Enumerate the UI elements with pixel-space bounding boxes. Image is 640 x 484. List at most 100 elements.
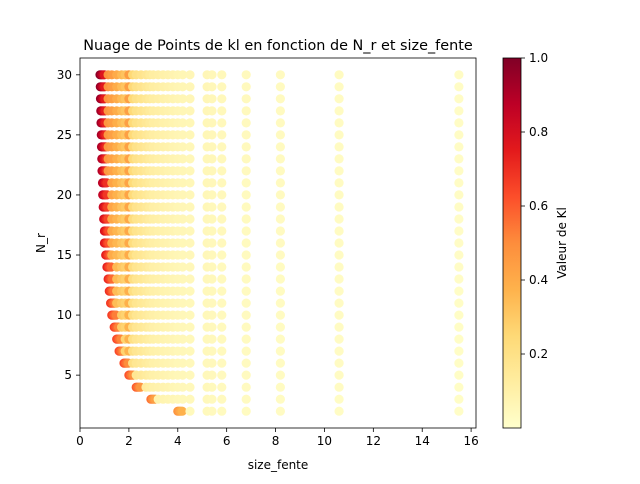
x-tick-label: 16	[463, 434, 478, 448]
colorbar	[502, 57, 522, 429]
point-nr26-21	[178, 118, 188, 128]
point-nr5-19	[241, 370, 251, 380]
point-nr25-24	[207, 130, 217, 140]
point-nr19-24	[217, 202, 227, 212]
point-nr3-9	[178, 394, 188, 404]
point-nr23-22	[185, 154, 195, 164]
point-nr15-28	[454, 250, 464, 260]
colorbar-tick-label: 0.2	[529, 347, 548, 361]
point-nr20-24	[217, 190, 227, 200]
point-nr10-19	[185, 310, 195, 320]
point-nr19-25	[241, 202, 251, 212]
point-nr24-28	[334, 142, 344, 152]
point-nr5-20	[275, 370, 285, 380]
point-nr4-12	[178, 382, 188, 392]
point-nr11-20	[185, 298, 195, 308]
point-nr23-28	[334, 154, 344, 164]
point-nr27-29	[454, 106, 464, 116]
point-nr4-17	[241, 382, 251, 392]
point-nr5-22	[454, 370, 464, 380]
point-nr15-23	[207, 250, 217, 260]
point-nr15-25	[241, 250, 251, 260]
point-nr12-26	[334, 286, 344, 296]
point-nr7-18	[185, 346, 195, 356]
point-nr7-22	[241, 346, 251, 356]
point-nr6-19	[217, 358, 227, 368]
point-nr5-15	[185, 370, 195, 380]
point-nr12-22	[207, 286, 217, 296]
point-nr22-21	[178, 166, 188, 176]
point-nr7-21	[217, 346, 227, 356]
x-tick-label: 2	[125, 434, 133, 448]
point-nr12-23	[217, 286, 227, 296]
point-nr21-23	[207, 178, 217, 188]
point-nr21-24	[217, 178, 227, 188]
point-nr9-26	[454, 322, 464, 332]
point-nr29-27	[275, 82, 285, 92]
point-nr28-25	[217, 94, 227, 104]
point-nr24-22	[185, 142, 195, 152]
point-nr20-23	[207, 190, 217, 200]
point-nr26-25	[217, 118, 227, 128]
point-nr28-24	[207, 94, 217, 104]
point-nr18-26	[275, 214, 285, 224]
point-nr12-20	[185, 286, 195, 296]
point-nr22-27	[275, 166, 285, 176]
point-nr14-22	[207, 262, 217, 272]
point-nr25-21	[178, 130, 188, 140]
colorbar-label: Valeur de Kl	[555, 207, 569, 279]
y-tick-label: 30	[57, 68, 72, 82]
x-tick-label: 10	[317, 434, 332, 448]
point-nr11-26	[334, 298, 344, 308]
point-nr15-27	[334, 250, 344, 260]
point-nr30-29	[454, 70, 464, 80]
x-axis-ticks: 0 2 4 6 8 10 12 14 16	[76, 428, 479, 448]
point-nr8-24	[334, 334, 344, 344]
point-nr11-27	[454, 298, 464, 308]
point-nr4-13	[185, 382, 195, 392]
point-nr20-25	[241, 190, 251, 200]
plot-frame	[79, 57, 477, 429]
point-nr27-26	[241, 106, 251, 116]
point-nr8-17	[178, 334, 188, 344]
point-nr12-24	[241, 286, 251, 296]
point-nr26-24	[207, 118, 217, 128]
point-nr17-24	[217, 226, 227, 236]
point-nr2-6	[207, 406, 217, 416]
point-nr18-23	[207, 214, 217, 224]
point-nr4-15	[207, 382, 217, 392]
point-nr16-26	[275, 238, 285, 248]
point-nr24-21	[178, 142, 188, 152]
point-nr16-28	[454, 238, 464, 248]
y-axis-label: N_r	[34, 233, 48, 253]
point-nr5-14	[178, 370, 188, 380]
point-nr4-19	[334, 382, 344, 392]
y-tick-label: 25	[57, 128, 72, 142]
point-nr30-25	[217, 70, 227, 80]
point-nr9-24	[275, 322, 285, 332]
point-nr18-28	[454, 214, 464, 224]
point-nr21-27	[334, 178, 344, 188]
point-nr4-20	[454, 382, 464, 392]
point-nr27-21	[178, 106, 188, 116]
point-nr25-27	[275, 130, 285, 140]
point-nr24-29	[454, 142, 464, 152]
point-nr29-26	[241, 82, 251, 92]
colorbar-tick-label: 0.6	[529, 199, 548, 213]
point-nr24-27	[275, 142, 285, 152]
x-tick-label: 6	[223, 434, 231, 448]
point-nr25-26	[241, 130, 251, 140]
point-nr7-20	[207, 346, 217, 356]
point-nr6-23	[454, 358, 464, 368]
point-nr25-28	[334, 130, 344, 140]
point-nr2-9	[275, 406, 285, 416]
point-nr16-23	[207, 238, 217, 248]
point-nr8-23	[275, 334, 285, 344]
point-nr19-26	[275, 202, 285, 212]
point-nr4-18	[275, 382, 285, 392]
colorbar-ticks: 0.2 0.4 0.6 0.8 1.0	[521, 51, 548, 361]
point-nr2-8	[241, 406, 251, 416]
point-nr22-28	[334, 166, 344, 176]
point-nr22-26	[241, 166, 251, 176]
